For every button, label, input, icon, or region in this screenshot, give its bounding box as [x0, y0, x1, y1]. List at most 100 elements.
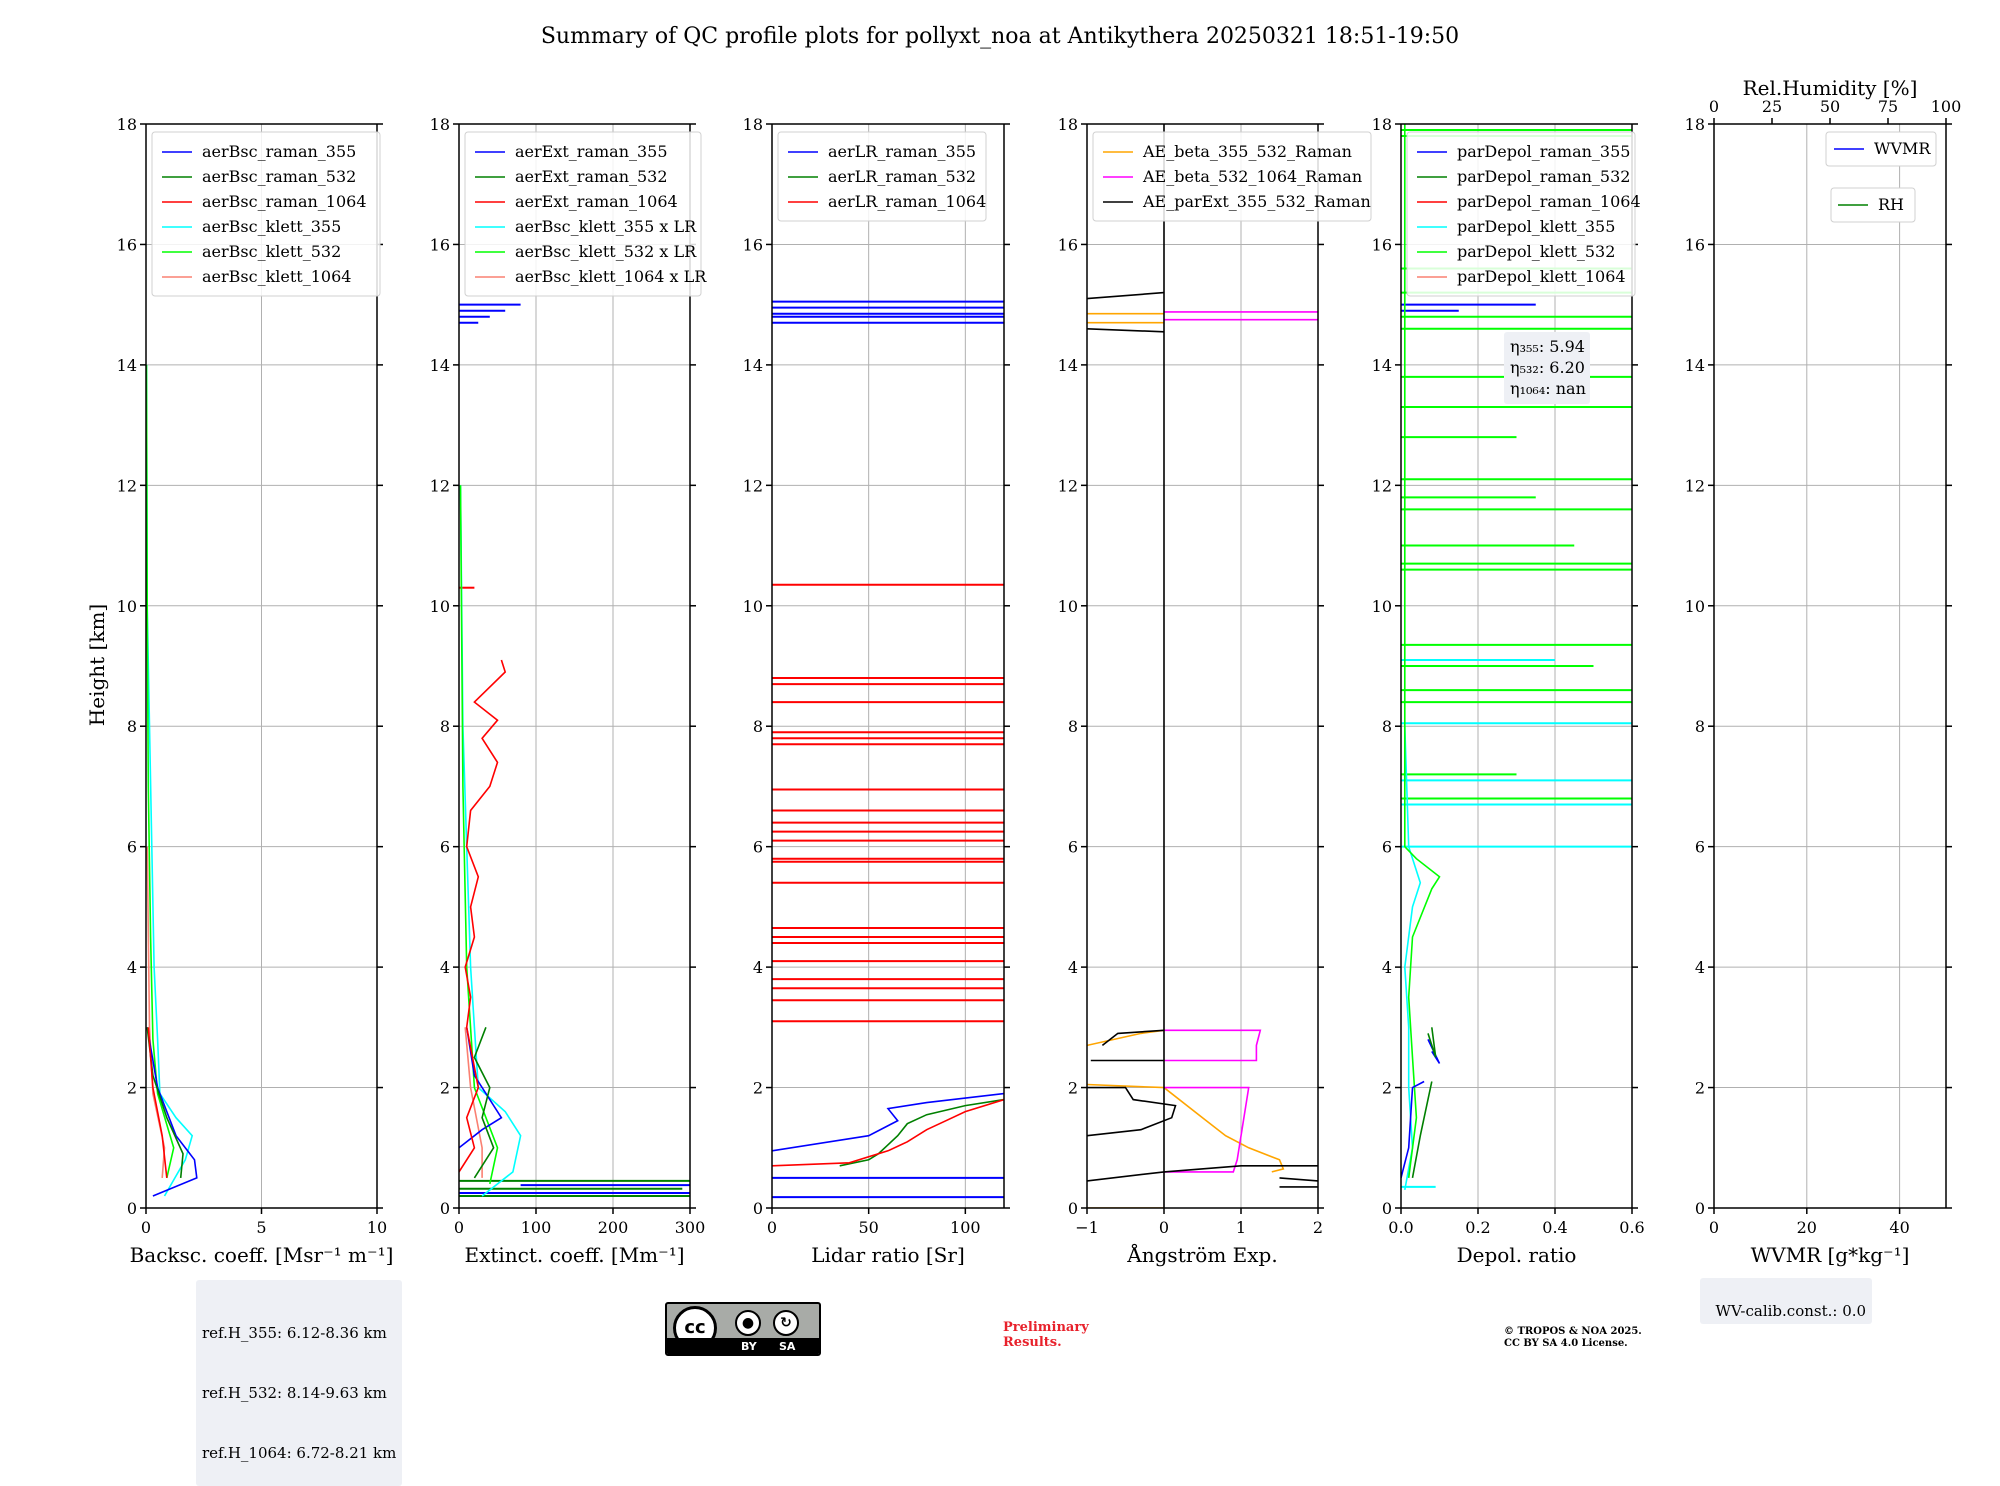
series-group [146, 364, 198, 1197]
eta-annotation-box [1504, 332, 1590, 404]
legend-entry: aerBsc_klett_1064 [202, 267, 351, 286]
y-tick-label: 6 [1382, 838, 1392, 857]
attribution-icon: ● [735, 1310, 761, 1336]
y-tick-label: 16 [117, 235, 137, 254]
y-tick-label: 14 [117, 356, 137, 375]
legend-entry: AE_beta_532_1064_Raman [1142, 167, 1362, 186]
series-line [146, 364, 175, 1179]
y-tick-label: 4 [127, 958, 137, 977]
y-tick-label: 14 [743, 356, 763, 375]
y-tick-label: 18 [1372, 115, 1392, 134]
y-tick-label: 0 [753, 1199, 763, 1218]
y-tick-label: 16 [1685, 235, 1705, 254]
x-axis-label: Lidar ratio [Sr] [811, 1243, 965, 1267]
y-tick-label: 2 [1382, 1079, 1392, 1098]
ref-line-1064: ref.H_1064: 6.72-8.21 km [202, 1444, 397, 1462]
ref-line-355: ref.H_355: 6.12-8.36 km [202, 1324, 387, 1342]
y-tick-label: 4 [753, 958, 763, 977]
y-tick-label: 10 [1372, 597, 1392, 616]
series-line [1427, 1027, 1437, 1058]
x-tick-label: 40 [1889, 1218, 1909, 1237]
legend-entry: aerBsc_klett_355 x LR [515, 217, 697, 236]
series-line [146, 364, 194, 1197]
y-tick-label: 10 [743, 597, 763, 616]
legend-entry: aerBsc_raman_532 [202, 167, 356, 186]
x-tick-label: 0.6 [1619, 1218, 1644, 1237]
legend-entry: parDepol_klett_355 [1457, 217, 1615, 236]
eta-annotation-line: η₁₀₆₄: nan [1510, 379, 1586, 398]
x-tick-label: 0.2 [1465, 1218, 1490, 1237]
y-tick-label: 18 [430, 115, 450, 134]
top-x-tick-label: 75 [1878, 97, 1898, 116]
x-tick-label: 0 [454, 1218, 464, 1237]
y-tick-label: 4 [440, 958, 450, 977]
x-axis-label: WVMR [g*kg⁻¹] [1751, 1243, 1910, 1267]
x-tick-label: 10 [367, 1218, 387, 1237]
y-tick-label: 2 [753, 1079, 763, 1098]
legend-box [151, 131, 381, 297]
badge-sa-label: SA [779, 1340, 796, 1353]
series-line [1087, 1086, 1177, 1137]
y-tick-label: 6 [753, 838, 763, 857]
y-tick-label: 12 [117, 476, 137, 495]
series-line [1101, 1029, 1165, 1047]
legend-entry: WVMR [1874, 139, 1931, 158]
x-tick-label: 300 [675, 1218, 706, 1237]
y-tick-label: 0 [440, 1199, 450, 1218]
y-tick-label: 14 [1685, 356, 1705, 375]
x-tick-label: 0 [767, 1218, 777, 1237]
series-line [1164, 1029, 1262, 1062]
figure-title: Summary of QC profile plots for pollyxt_… [541, 24, 1459, 49]
y-tick-label: 2 [1068, 1079, 1078, 1098]
y-tick-label: 8 [127, 717, 137, 736]
series-line [146, 846, 166, 1178]
y-tick-label: 18 [117, 115, 137, 134]
y-tick-label: 8 [440, 717, 450, 736]
series-line [1087, 291, 1165, 300]
y-tick-label: 10 [1685, 597, 1705, 616]
y-tick-label: 0 [1382, 1199, 1392, 1218]
y-tick-label: 18 [1058, 115, 1078, 134]
copyright-line-1: © TROPOS & NOA 2025. [1504, 1326, 1642, 1337]
series-line [1403, 726, 1422, 1191]
series-line [772, 1092, 1004, 1152]
x-tick-label: 100 [950, 1218, 981, 1237]
legend-entry: parDepol_raman_1064 [1457, 192, 1641, 211]
top-x-tick-label: 100 [1931, 97, 1962, 116]
y-tick-label: 16 [1058, 235, 1078, 254]
series-line [473, 1027, 495, 1179]
legend-entry: aerLR_raman_355 [828, 142, 976, 161]
preliminary-note: Preliminary Results. [1003, 1320, 1089, 1350]
y-tick-label: 14 [1058, 356, 1078, 375]
y-tick-label: 12 [430, 476, 450, 495]
badge-bar [667, 1338, 819, 1354]
top-x-tick-label: 25 [1762, 97, 1782, 116]
legend-entry: aerBsc_raman_1064 [202, 192, 367, 211]
badge-by-label: BY [741, 1340, 757, 1353]
wv-calib-text: WV-calib.const.: 0.0 [1715, 1302, 1867, 1320]
top-x-tick-label: 50 [1820, 97, 1840, 116]
x-axis-label: Ångström Exp. [1126, 1242, 1277, 1267]
series-line [1087, 1165, 1318, 1182]
x-tick-label: −1 [1075, 1218, 1099, 1237]
series-line [146, 1027, 198, 1197]
series-line [1087, 328, 1165, 333]
x-tick-label: 100 [521, 1218, 552, 1237]
series-line [1404, 124, 1441, 1179]
series-line [147, 1027, 168, 1178]
legend-entry: aerExt_raman_1064 [515, 192, 678, 211]
y-tick-label: 6 [1068, 838, 1078, 857]
y-tick-label: 8 [1068, 717, 1078, 736]
series-line [1087, 1083, 1285, 1173]
reference-height-box: ref.H_355: 6.12-8.36 km ref.H_532: 8.14-… [196, 1280, 403, 1486]
y-tick-label: 12 [1372, 476, 1392, 495]
preliminary-line-2: Results. [1003, 1335, 1062, 1350]
series-line [459, 1027, 503, 1149]
ref-line-532: ref.H_532: 8.14-9.63 km [202, 1384, 387, 1402]
panel-1: 0 2 4 6 8 10 12 14 16 18 0 5 10 Backsc. coeff. [Msr⁻¹… [117, 115, 394, 1267]
y-tick-label: 16 [743, 235, 763, 254]
legend-entry: aerBsc_klett_532 [202, 242, 341, 261]
cc-license-badge: cc ● ↻ BY SA [665, 1302, 821, 1356]
x-tick-label: 200 [598, 1218, 629, 1237]
legend-entry: aerBsc_klett_532 x LR [515, 242, 697, 261]
